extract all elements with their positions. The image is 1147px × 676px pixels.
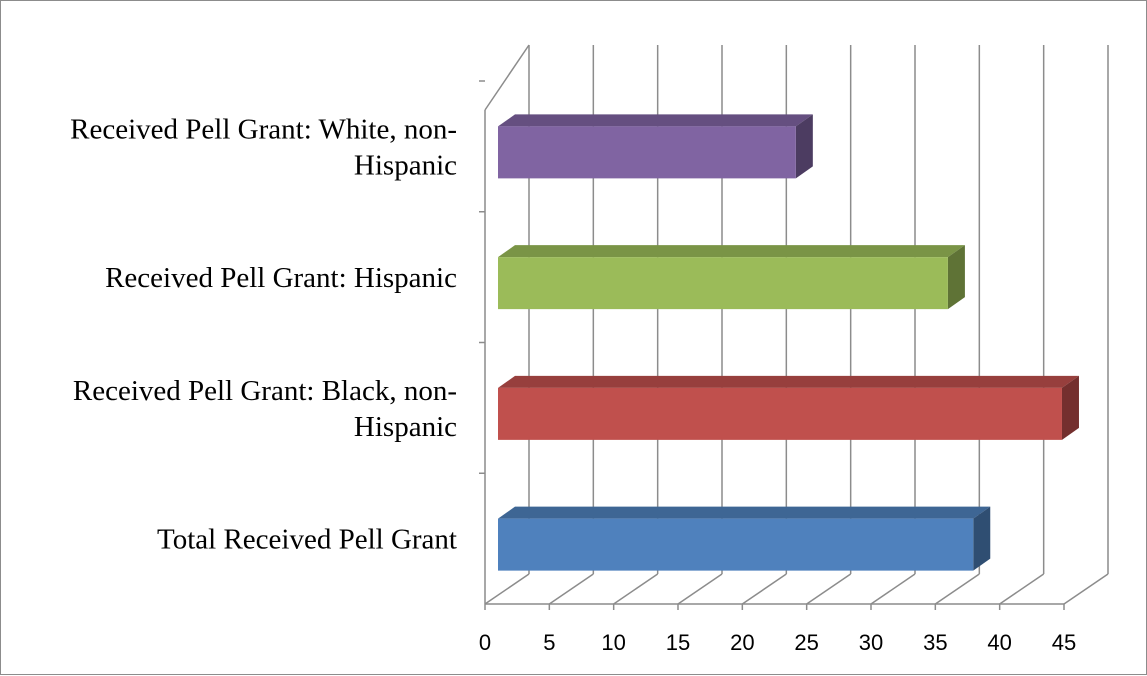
bar-2 <box>498 257 948 310</box>
bar-0 <box>498 518 974 571</box>
x-tick-label-20: 20 <box>730 630 754 655</box>
x-tick-label-5: 5 <box>543 630 555 655</box>
x-tick-label-0: 0 <box>479 630 491 655</box>
bar-top-0 <box>498 506 991 519</box>
category-label-0: Total Received Pell Grant <box>157 524 457 556</box>
bar-top-1 <box>498 375 1079 388</box>
floor-gridline-25 <box>806 573 852 605</box>
floor-gridline-35 <box>934 573 980 605</box>
floor-gridline-5 <box>548 573 594 605</box>
category-label-line: Total Received Pell Grant <box>157 524 457 556</box>
bar-top-3 <box>498 114 813 127</box>
category-label-line: Received Pell Grant: White, non- <box>70 113 457 145</box>
x-axis-tick-labels: 0 5 10 15 20 25 30 35 40 45 <box>479 630 1076 655</box>
bars <box>498 114 1079 571</box>
y-axis-top-edge <box>484 44 530 111</box>
x-tick-label-10: 10 <box>601 630 625 655</box>
x-tick-label-40: 40 <box>987 630 1011 655</box>
bar-top-2 <box>498 245 965 258</box>
category-label-2: Received Pell Grant: Hispanic <box>105 262 457 294</box>
category-labels: Total Received Pell Grant Received Pell G… <box>70 113 457 555</box>
floor-gridline-0 <box>484 573 530 605</box>
category-label-line: Hispanic <box>354 411 457 443</box>
bar-side-1 <box>1061 375 1079 440</box>
floor-gridline-30 <box>870 573 916 605</box>
floor-gridline-10 <box>613 573 659 605</box>
category-label-line: Received Pell Grant: Black, non- <box>73 375 457 407</box>
bar-1 <box>498 387 1062 440</box>
floor-gridline-20 <box>741 573 787 605</box>
x-tick-label-25: 25 <box>794 630 818 655</box>
gridlines <box>479 44 1109 610</box>
bar-side-0 <box>973 506 991 571</box>
x-tick-label-45: 45 <box>1052 630 1076 655</box>
category-label-line: Hispanic <box>354 149 457 181</box>
floor-gridline-40 <box>999 573 1045 605</box>
floor-gridline-45 <box>1063 573 1109 605</box>
x-tick-label-15: 15 <box>666 630 690 655</box>
floor-gridline-15 <box>677 573 723 605</box>
bar-side-2 <box>947 245 965 310</box>
category-label-line: Received Pell Grant: Hispanic <box>105 262 457 294</box>
x-tick-label-30: 30 <box>859 630 883 655</box>
category-label-3: Received Pell Grant: White, non- Hispanic <box>70 113 457 181</box>
x-tick-label-35: 35 <box>923 630 947 655</box>
bar-3 <box>498 126 796 179</box>
category-label-1: Received Pell Grant: Black, non- Hispanic <box>73 375 457 443</box>
bar-side-3 <box>795 114 813 179</box>
